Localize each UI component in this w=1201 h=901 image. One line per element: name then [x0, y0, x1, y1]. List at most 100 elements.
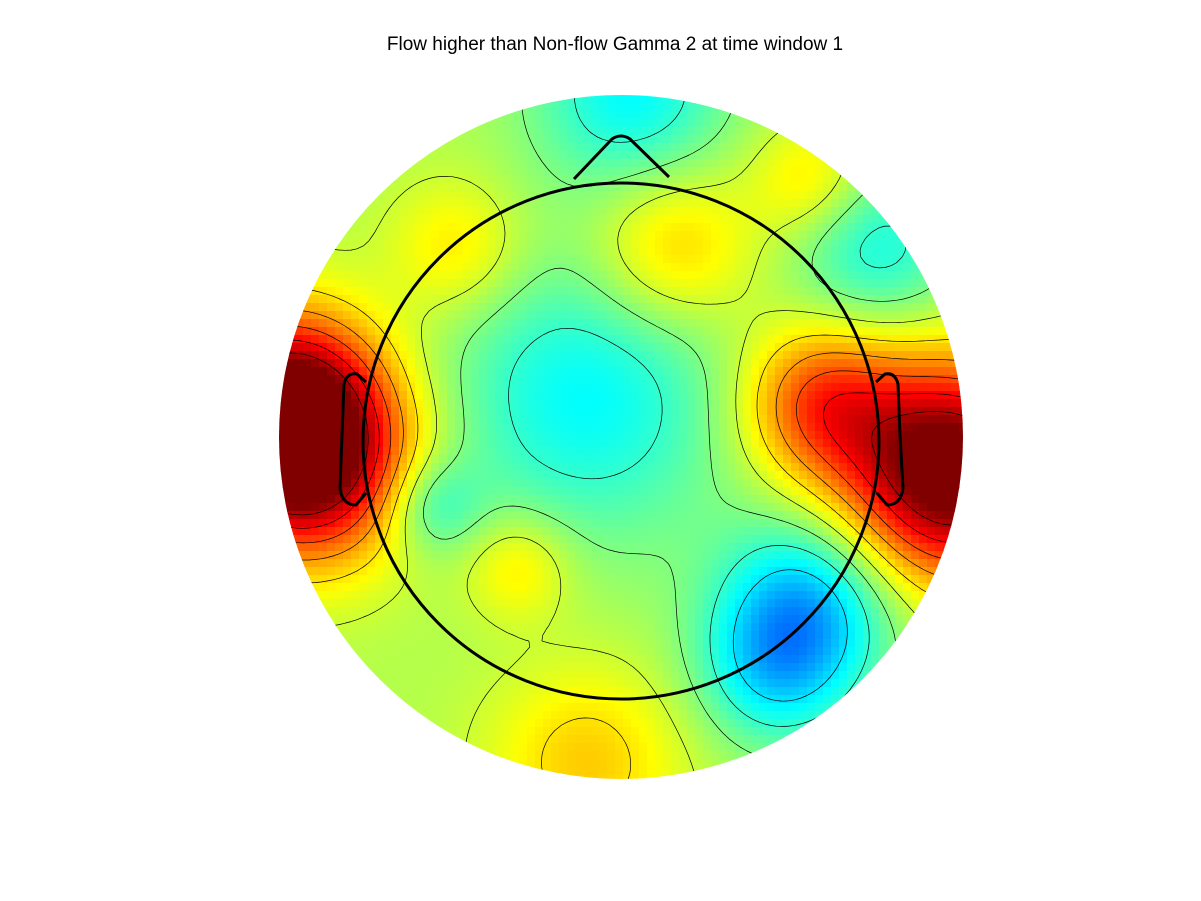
topo-cell: [663, 327, 672, 336]
topo-cell: [359, 551, 368, 560]
topo-cell: [559, 255, 568, 264]
topo-cell: [703, 135, 712, 144]
topo-cell: [343, 471, 352, 480]
topo-cell: [495, 743, 504, 752]
topo-cell: [567, 167, 576, 176]
topo-cell: [735, 495, 744, 504]
topo-cell: [647, 743, 656, 752]
topo-cell: [535, 479, 544, 488]
topo-cell: [711, 135, 720, 144]
topo-cell: [455, 543, 464, 552]
topo-cell: [327, 551, 336, 560]
topo-cell: [359, 655, 368, 664]
topo-cell: [607, 575, 616, 584]
topo-cell: [567, 135, 576, 144]
topo-cell: [543, 151, 552, 160]
topo-cell: [735, 615, 744, 624]
topo-cell: [663, 503, 672, 512]
topo-cell: [327, 575, 336, 584]
topo-cell: [439, 599, 448, 608]
topo-cell: [447, 495, 456, 504]
topo-cell: [439, 527, 448, 536]
topo-cell: [631, 671, 640, 680]
topo-cell: [743, 479, 752, 488]
topo-cell: [439, 511, 448, 520]
topo-cell: [783, 559, 792, 568]
topo-cell: [519, 423, 528, 432]
topo-cell: [383, 391, 392, 400]
topo-cell: [615, 751, 624, 760]
topo-cell: [343, 383, 352, 392]
topo-cell: [663, 735, 672, 744]
topo-cell: [607, 223, 616, 232]
topo-cell: [335, 255, 344, 264]
topo-cell: [647, 551, 656, 560]
topo-cell: [799, 647, 808, 656]
topo-cell: [575, 543, 584, 552]
topo-cell: [455, 655, 464, 664]
topo-cell: [607, 631, 616, 640]
topo-cell: [527, 663, 536, 672]
topo-cell: [751, 631, 760, 640]
topo-cell: [719, 655, 728, 664]
topo-cell: [735, 655, 744, 664]
topo-cell: [671, 687, 680, 696]
topo-cell: [391, 383, 400, 392]
topo-cell: [695, 631, 704, 640]
topo-cell: [703, 111, 712, 120]
topo-cell: [431, 511, 440, 520]
topo-cell: [767, 623, 776, 632]
topo-cell: [463, 263, 472, 272]
topo-cell: [439, 143, 448, 152]
topo-cell: [583, 239, 592, 248]
topo-cell: [751, 359, 760, 368]
topo-cell: [671, 719, 680, 728]
topo-cell: [719, 703, 728, 712]
topo-cell: [375, 359, 384, 368]
topo-cell: [295, 551, 304, 560]
topo-cell: [743, 439, 752, 448]
topo-cell: [495, 319, 504, 328]
topo-cell: [607, 719, 616, 728]
topo-cell: [535, 455, 544, 464]
topo-cell: [319, 295, 328, 304]
topo-cell: [511, 303, 520, 312]
topo-cell: [615, 743, 624, 752]
topo-cell: [759, 255, 768, 264]
topo-cell: [647, 143, 656, 152]
topo-cell: [455, 551, 464, 560]
topo-cell: [575, 663, 584, 672]
topo-cell: [767, 295, 776, 304]
topo-cell: [551, 343, 560, 352]
topo-cell: [711, 151, 720, 160]
topo-cell: [663, 663, 672, 672]
topo-cell: [735, 143, 744, 152]
topo-cell: [671, 375, 680, 384]
topo-cell: [623, 599, 632, 608]
topo-cell: [447, 551, 456, 560]
topo-cell: [647, 335, 656, 344]
topo-cell: [647, 671, 656, 680]
topo-cell: [687, 591, 696, 600]
topo-cell: [327, 463, 336, 472]
topo-cell: [367, 311, 376, 320]
topo-cell: [455, 151, 464, 160]
topo-cell: [807, 631, 816, 640]
topo-cell: [399, 399, 408, 408]
topo-cell: [287, 415, 296, 424]
topo-cell: [479, 255, 488, 264]
topo-cell: [487, 663, 496, 672]
topo-cell: [527, 247, 536, 256]
topo-cell: [327, 335, 336, 344]
topo-cell: [431, 271, 440, 280]
topo-cell: [719, 127, 728, 136]
topo-cell: [519, 463, 528, 472]
topo-cell: [807, 351, 816, 360]
topo-cell: [647, 151, 656, 160]
topo-cell: [743, 583, 752, 592]
topo-cell: [335, 535, 344, 544]
topo-cell: [575, 295, 584, 304]
topo-cell: [479, 735, 488, 744]
topo-cell: [807, 623, 816, 632]
topo-cell: [415, 655, 424, 664]
